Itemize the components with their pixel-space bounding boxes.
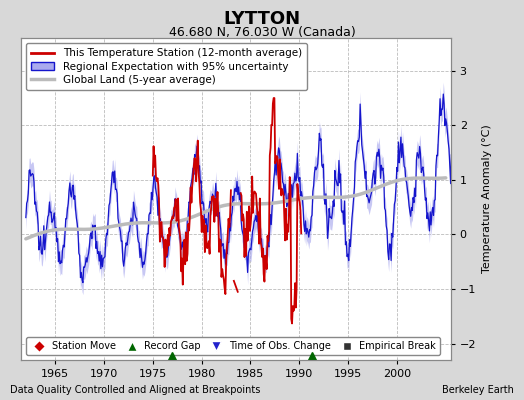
Legend: Station Move, Record Gap, Time of Obs. Change, Empirical Break: Station Move, Record Gap, Time of Obs. C…: [26, 337, 440, 355]
Y-axis label: Temperature Anomaly (°C): Temperature Anomaly (°C): [482, 125, 492, 273]
Text: LYTTON: LYTTON: [223, 10, 301, 28]
Text: Data Quality Controlled and Aligned at Breakpoints: Data Quality Controlled and Aligned at B…: [10, 385, 261, 395]
Text: 46.680 N, 76.030 W (Canada): 46.680 N, 76.030 W (Canada): [169, 26, 355, 39]
Text: Berkeley Earth: Berkeley Earth: [442, 385, 514, 395]
